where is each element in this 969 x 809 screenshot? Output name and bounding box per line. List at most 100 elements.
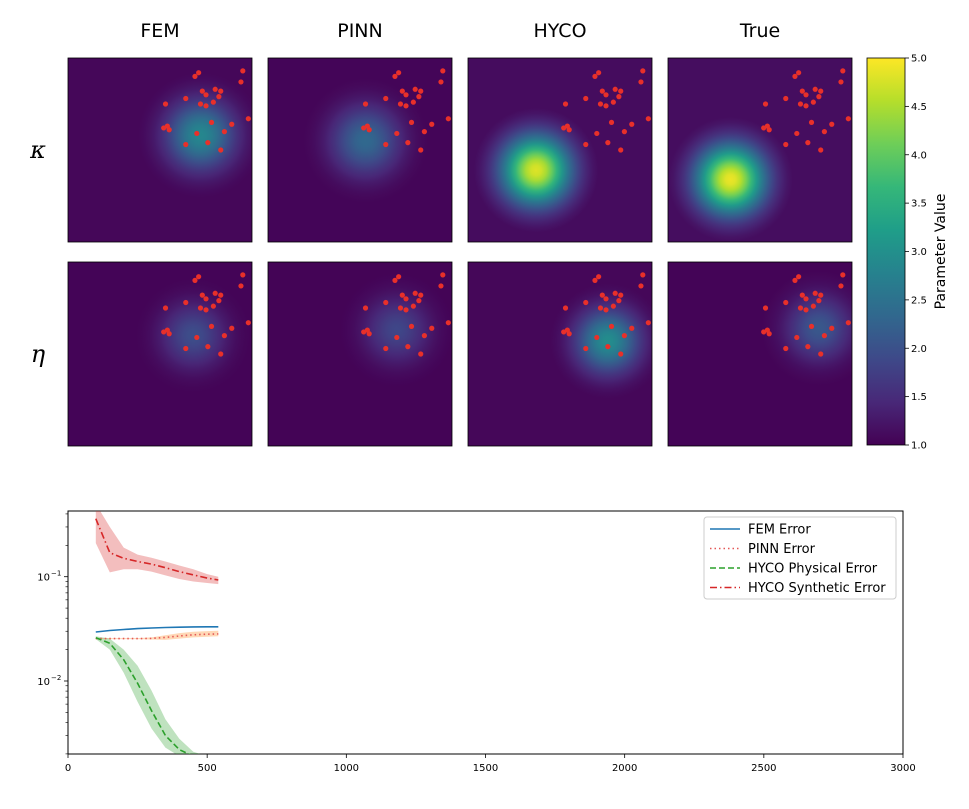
sensor-point bbox=[621, 129, 628, 135]
sensor-point bbox=[766, 331, 772, 337]
legend-label-fem-error: FEM Error bbox=[748, 523, 811, 538]
sensor-point bbox=[808, 119, 815, 125]
sensor-point bbox=[562, 101, 569, 107]
sensor-point bbox=[197, 101, 204, 107]
sensor-point bbox=[783, 299, 789, 306]
sensor-point bbox=[183, 299, 189, 306]
line-hyco-physical-error bbox=[95, 636, 191, 754]
sensor-point bbox=[445, 320, 451, 326]
sensor-point bbox=[383, 141, 389, 148]
sensor-point bbox=[240, 68, 246, 74]
sensor-point bbox=[597, 101, 604, 107]
sensor-point bbox=[212, 86, 218, 92]
sensor-point bbox=[794, 130, 800, 137]
sensor-point bbox=[616, 298, 622, 304]
sensor-point bbox=[396, 274, 402, 280]
sensor-point bbox=[399, 292, 405, 298]
sensor-point bbox=[440, 272, 446, 278]
colorbar-tick-label: 1.0 bbox=[911, 441, 927, 452]
sensor-point bbox=[418, 88, 424, 94]
sensor-point bbox=[166, 331, 172, 337]
heatmap-panel-kappa-hyco bbox=[467, 57, 653, 243]
sensor-point bbox=[199, 292, 205, 298]
sensor-point bbox=[408, 119, 415, 125]
sensor-point bbox=[194, 334, 200, 341]
heatmap-panel-eta-hyco bbox=[467, 261, 653, 447]
sensor-point bbox=[240, 272, 246, 278]
panel-field bbox=[468, 58, 652, 242]
sensor-point bbox=[561, 125, 567, 131]
sensor-point bbox=[618, 351, 624, 357]
sensor-point bbox=[621, 333, 628, 339]
sensor-point bbox=[583, 141, 589, 148]
sensor-point bbox=[792, 277, 798, 283]
y-tick-exponent: −2 bbox=[51, 674, 61, 682]
sensor-point bbox=[803, 307, 809, 313]
panel-frame bbox=[67, 261, 253, 447]
sensor-point bbox=[192, 277, 198, 283]
sensor-point bbox=[394, 130, 400, 137]
row-label-kappa: κ bbox=[29, 136, 46, 164]
legend-box bbox=[703, 516, 897, 600]
sensor-point bbox=[392, 277, 398, 283]
sensor-point bbox=[162, 305, 169, 311]
sensor-point bbox=[838, 79, 844, 85]
sensor-point bbox=[362, 101, 369, 107]
sensor-point bbox=[610, 99, 616, 105]
sensor-point bbox=[383, 95, 389, 102]
colorbar-gradient bbox=[866, 57, 906, 446]
sensor-point bbox=[362, 305, 369, 311]
band-hyco-synthetic-error bbox=[95, 511, 219, 585]
sensor-point bbox=[416, 298, 422, 304]
sensor-point bbox=[783, 345, 789, 352]
sensor-point bbox=[599, 88, 605, 94]
sensor-point bbox=[192, 73, 198, 79]
sensor-point bbox=[803, 103, 809, 109]
sensor-point bbox=[399, 88, 405, 94]
sensor-point bbox=[216, 94, 222, 100]
sensor-point bbox=[429, 121, 435, 127]
heatmap-grid: FEM PINN HYCO True κ η bbox=[29, 20, 853, 447]
sensor-point bbox=[583, 345, 589, 352]
sensor-point bbox=[245, 320, 251, 326]
sensor-point bbox=[821, 129, 828, 135]
x-tick-label: 1000 bbox=[334, 763, 359, 774]
line-pinn-error bbox=[95, 633, 219, 640]
sensor-point bbox=[805, 344, 811, 350]
colorbar-tick-label: 3.0 bbox=[911, 247, 927, 258]
sensor-point bbox=[629, 325, 635, 331]
sensor-point bbox=[803, 92, 809, 98]
sensor-point bbox=[783, 141, 789, 148]
sensor-point bbox=[205, 344, 211, 350]
sensor-point bbox=[418, 351, 424, 357]
column-title-hyco: HYCO bbox=[533, 20, 586, 42]
sensor-point bbox=[183, 141, 189, 148]
sensor-point bbox=[845, 116, 851, 122]
colorbar-tick-label: 4.0 bbox=[911, 150, 927, 161]
sensor-point bbox=[583, 95, 589, 102]
sensor-point bbox=[203, 307, 209, 313]
sensor-point bbox=[616, 94, 622, 100]
colorbar-tick-label: 5.0 bbox=[911, 54, 927, 65]
x-tick-label: 500 bbox=[198, 763, 217, 774]
sensor-point bbox=[829, 121, 835, 127]
sensor-point bbox=[610, 303, 616, 309]
colorbar: 1.0 1.5 2.0 2.5 3.0 3.5 4.0 4.5 5.0 Parameter Val… bbox=[866, 54, 949, 452]
sensor-point bbox=[203, 92, 209, 98]
sensor-point bbox=[799, 88, 805, 94]
sensor-point bbox=[221, 129, 227, 135]
sensor-point bbox=[410, 303, 416, 309]
sensor-point bbox=[161, 125, 167, 131]
sensor-point bbox=[418, 147, 424, 153]
panel-field bbox=[268, 262, 452, 446]
column-title-pinn: PINN bbox=[337, 20, 383, 42]
sensor-point bbox=[638, 79, 644, 85]
sensor-point bbox=[629, 121, 635, 127]
sensor-point bbox=[596, 70, 602, 76]
sensor-point bbox=[640, 272, 646, 278]
sensor-point bbox=[221, 333, 227, 339]
sensor-point bbox=[366, 331, 372, 337]
sensor-point bbox=[618, 88, 624, 94]
y-tick-base: 10 bbox=[37, 677, 50, 688]
